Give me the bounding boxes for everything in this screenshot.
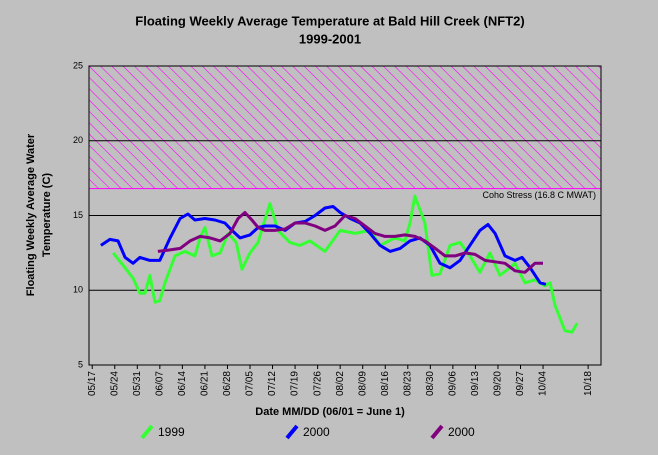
- legend-label: 1999: [158, 425, 185, 439]
- y-tick-label: 15: [73, 210, 83, 220]
- legend-swatch: [285, 424, 299, 440]
- x-tick-label: 08/02: [335, 371, 346, 396]
- x-tick-label: 10/04: [538, 371, 549, 396]
- x-tick-label: 08/09: [357, 371, 368, 396]
- y-tick-label: 20: [73, 135, 83, 145]
- x-tick-label: 09/13: [470, 371, 481, 396]
- legend-swatch: [430, 424, 444, 440]
- x-tick-label: 08/23: [402, 371, 413, 396]
- x-tick-label: 06/21: [200, 371, 211, 396]
- x-tick-label: 08/30: [425, 371, 436, 396]
- x-tick-label: 07/12: [267, 371, 278, 396]
- x-tick-label: 05/24: [109, 371, 120, 396]
- x-tick-label: 05/31: [132, 371, 143, 396]
- x-tick-label: 07/05: [245, 371, 256, 396]
- chart-subtitle: 1999-2001: [299, 31, 361, 46]
- legend-swatch: [140, 424, 154, 440]
- plot-border: [88, 65, 602, 366]
- x-tick-label: 09/20: [493, 371, 504, 396]
- threshold-label: Coho Stress (16.8 C MWAT): [482, 190, 596, 200]
- x-tick-label: 10/18: [583, 371, 594, 396]
- x-axis-label: Date MM/DD (06/01 = June 1): [255, 406, 405, 418]
- x-tick-label: 07/26: [312, 371, 323, 396]
- threshold-band: [88, 65, 602, 190]
- x-tick-label: 09/27: [515, 371, 526, 396]
- x-tick-label: 07/19: [290, 371, 301, 396]
- y-axis-label: Floating Weekly Average Water: [25, 133, 37, 296]
- data-line: [157, 211, 543, 274]
- x-tick-label: 06/28: [222, 371, 233, 396]
- legend-label: 2000: [303, 425, 330, 439]
- x-tick-label: 09/06: [448, 371, 459, 396]
- x-tick-label: 08/16: [380, 371, 391, 396]
- y-axis-label: Temperature (C): [41, 173, 53, 257]
- y-tick-label: 25: [73, 60, 83, 70]
- x-tick-label: 05/17: [87, 371, 98, 396]
- x-tick-label: 06/07: [154, 371, 165, 396]
- x-tick-label: 06/14: [177, 371, 188, 396]
- y-tick-label: 5: [78, 359, 83, 369]
- legend-label: 2000: [448, 425, 475, 439]
- y-tick-label: 10: [73, 285, 83, 295]
- chart-title: Floating Weekly Average Temperature at B…: [135, 13, 524, 28]
- data-line: [100, 205, 547, 286]
